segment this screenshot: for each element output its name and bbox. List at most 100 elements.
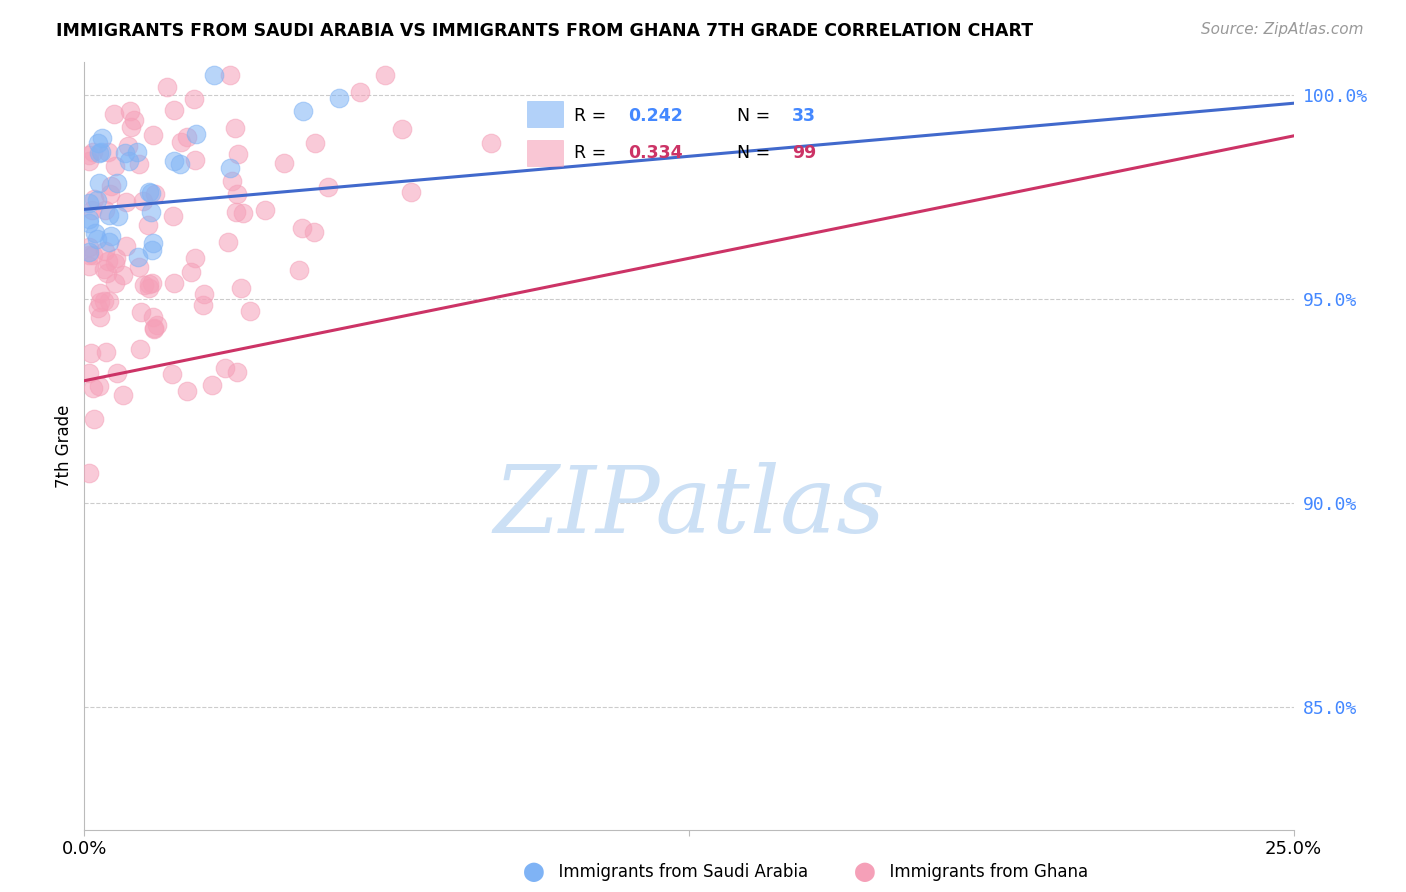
Point: [163, 103, 186, 117]
Point: [141, 276, 163, 290]
Point: [141, 244, 163, 258]
Point: [163, 153, 186, 168]
Point: [90, 131, 112, 145]
Point: [82, 380, 104, 394]
Point: [77, 148, 100, 162]
Point: [114, 145, 136, 160]
Point: [163, 276, 186, 290]
Point: [89, 310, 111, 325]
Point: [328, 91, 350, 105]
Text: Source: ZipAtlas.com: Source: ZipAtlas.com: [1201, 22, 1364, 37]
Point: [224, 121, 246, 136]
Point: [96, 345, 118, 359]
Point: [98, 208, 121, 222]
Point: [122, 112, 145, 127]
Point: [129, 305, 152, 319]
Text: ZIPatlas: ZIPatlas: [494, 462, 884, 552]
Point: [162, 368, 184, 382]
Text: IMMIGRANTS FROM SAUDI ARABIA VS IMMIGRANTS FROM GHANA 7TH GRADE CORRELATION CHAR: IMMIGRANTS FROM SAUDI ARABIA VS IMMIGRAN…: [56, 22, 1033, 40]
Point: [77, 211, 100, 226]
Point: [214, 360, 236, 375]
Point: [103, 107, 125, 121]
Point: [83, 192, 105, 206]
Point: [77, 367, 100, 381]
Point: [77, 467, 100, 481]
Point: [128, 260, 150, 275]
Point: [111, 388, 134, 402]
Point: [304, 136, 326, 151]
Point: [87, 176, 110, 190]
Point: [89, 145, 111, 160]
Point: [83, 412, 105, 426]
Point: [104, 256, 127, 270]
Point: [221, 174, 243, 188]
Point: [142, 235, 165, 250]
Point: [87, 379, 110, 393]
Point: [169, 157, 191, 171]
Point: [232, 206, 254, 220]
Point: [184, 153, 207, 168]
Point: [291, 104, 314, 119]
Point: [97, 145, 120, 160]
Point: [77, 154, 100, 169]
Point: [219, 161, 242, 175]
Point: [128, 157, 150, 171]
Point: [132, 278, 155, 293]
Point: [103, 159, 125, 173]
Point: [226, 147, 249, 161]
Point: [231, 281, 253, 295]
Point: [162, 210, 184, 224]
Point: [254, 202, 277, 217]
Point: [104, 251, 127, 265]
Point: [156, 80, 179, 95]
Point: [111, 268, 134, 283]
Point: [142, 321, 165, 335]
Point: [120, 103, 142, 118]
Point: [138, 281, 160, 295]
Point: [114, 238, 136, 252]
Point: [316, 179, 339, 194]
Text: Immigrants from Ghana: Immigrants from Ghana: [879, 863, 1088, 881]
Point: [105, 366, 128, 380]
Point: [202, 68, 225, 82]
Point: [183, 92, 205, 106]
Point: [127, 250, 149, 264]
Point: [138, 186, 160, 200]
Point: [239, 304, 262, 318]
Point: [80, 346, 103, 360]
Point: [304, 225, 326, 239]
Point: [288, 263, 311, 277]
Y-axis label: 7th Grade: 7th Grade: [55, 404, 73, 488]
Point: [399, 186, 422, 200]
Point: [225, 205, 247, 219]
Point: [139, 204, 162, 219]
Point: [107, 209, 129, 223]
Point: [273, 156, 295, 170]
Point: [93, 293, 115, 308]
Point: [98, 187, 121, 202]
Text: ⬤: ⬤: [853, 863, 876, 882]
Point: [479, 136, 502, 151]
Point: [96, 266, 118, 280]
Point: [87, 301, 110, 316]
Point: [136, 219, 159, 233]
Point: [77, 259, 100, 273]
Point: [176, 130, 198, 145]
Point: [93, 262, 115, 277]
Point: [94, 244, 117, 258]
Point: [146, 318, 169, 332]
Point: [226, 186, 249, 201]
Point: [142, 310, 165, 325]
Point: [104, 277, 127, 291]
Point: [349, 85, 371, 99]
Point: [82, 248, 104, 262]
Point: [391, 121, 413, 136]
Text: Immigrants from Saudi Arabia: Immigrants from Saudi Arabia: [548, 863, 808, 881]
Point: [87, 136, 110, 151]
Point: [139, 186, 162, 201]
Point: [180, 265, 202, 279]
Point: [100, 229, 122, 244]
Point: [114, 195, 136, 210]
Point: [131, 194, 153, 208]
Point: [77, 248, 100, 262]
